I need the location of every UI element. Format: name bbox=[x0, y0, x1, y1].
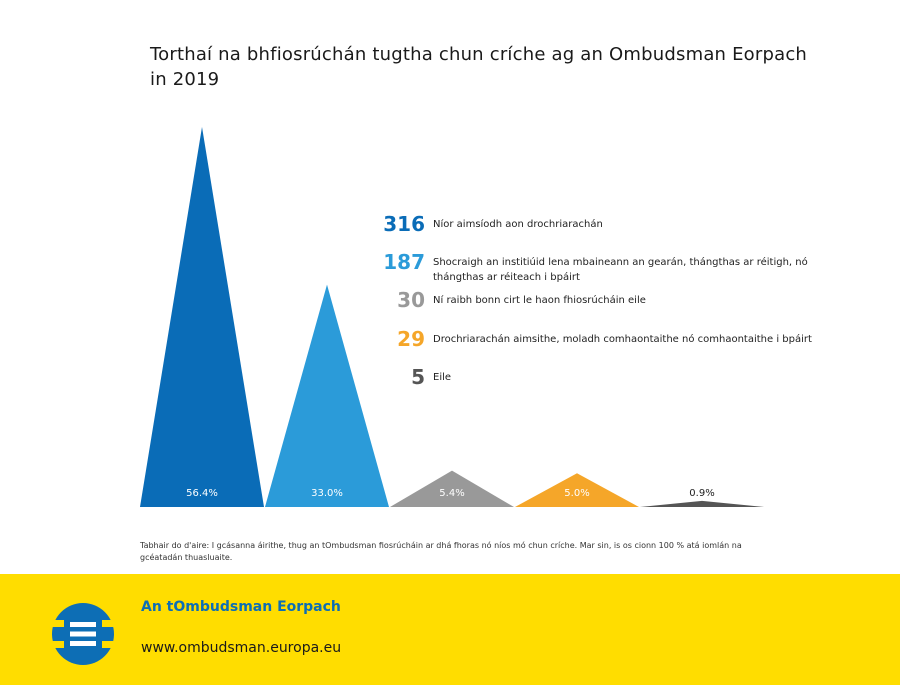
legend-item-0: 316 Níor aimsíodh aon drochriarachán bbox=[350, 212, 830, 248]
legend-item-3: 29 Drochriarachán aimsithe, moladh comhao… bbox=[350, 327, 830, 363]
legend-item-1: 187 Shocraigh an institiúid lena mbainean… bbox=[350, 250, 830, 286]
percent-label-1: 33.0% bbox=[311, 488, 343, 499]
footer-org-name: An tOmbudsman Eorpach bbox=[141, 599, 341, 615]
percent-label-3: 5.0% bbox=[564, 488, 589, 499]
footer-url-link[interactable]: www.ombudsman.europa.eu bbox=[141, 640, 342, 656]
ombudsman-logo-icon bbox=[50, 603, 116, 665]
triangle-3 bbox=[515, 473, 639, 507]
triangle-chart: 56.4% 33.0% 5.4% 5.0% 0.9% bbox=[140, 127, 764, 507]
legend-item-4: 5 Eile bbox=[350, 365, 830, 401]
triangle-0 bbox=[140, 127, 264, 507]
legend-label-3: Drochriarachán aimsithe, moladh comhaont… bbox=[433, 334, 812, 345]
legend-value-0: 316 bbox=[383, 212, 425, 236]
triangle-4 bbox=[640, 500, 764, 507]
legend-label-0: Níor aimsíodh aon drochriarachán bbox=[433, 219, 603, 230]
triangle-2 bbox=[390, 470, 514, 507]
triangle-1 bbox=[265, 284, 389, 507]
legend-label-4: Eile bbox=[433, 372, 452, 383]
legend-label-2: Ní raibh bonn cirt le haon fhiosrúcháin … bbox=[433, 295, 646, 306]
footnote: Tabhair do d'aire: I gcásanna áirithe, t… bbox=[140, 541, 742, 562]
legend-value-2: 30 bbox=[397, 288, 425, 312]
percent-label-2: 5.4% bbox=[439, 488, 464, 499]
percent-label-0: 56.4% bbox=[186, 488, 218, 499]
percent-label-4: 0.9% bbox=[689, 488, 714, 499]
footer-band: An tOmbudsman Eorpach www.ombudsman.euro… bbox=[0, 574, 900, 685]
legend-value-4: 5 bbox=[411, 365, 425, 389]
legend-item-2: 30 Ní raibh bonn cirt le haon fhiosrúchái… bbox=[350, 288, 830, 324]
chart-title: Torthaí na bhfiosrúchán tugtha chun críc… bbox=[150, 44, 808, 90]
legend-value-1: 187 bbox=[383, 250, 425, 274]
legend-label-1: Shocraigh an institiúid lena mbaineann a… bbox=[433, 257, 808, 283]
legend-value-3: 29 bbox=[397, 327, 425, 351]
